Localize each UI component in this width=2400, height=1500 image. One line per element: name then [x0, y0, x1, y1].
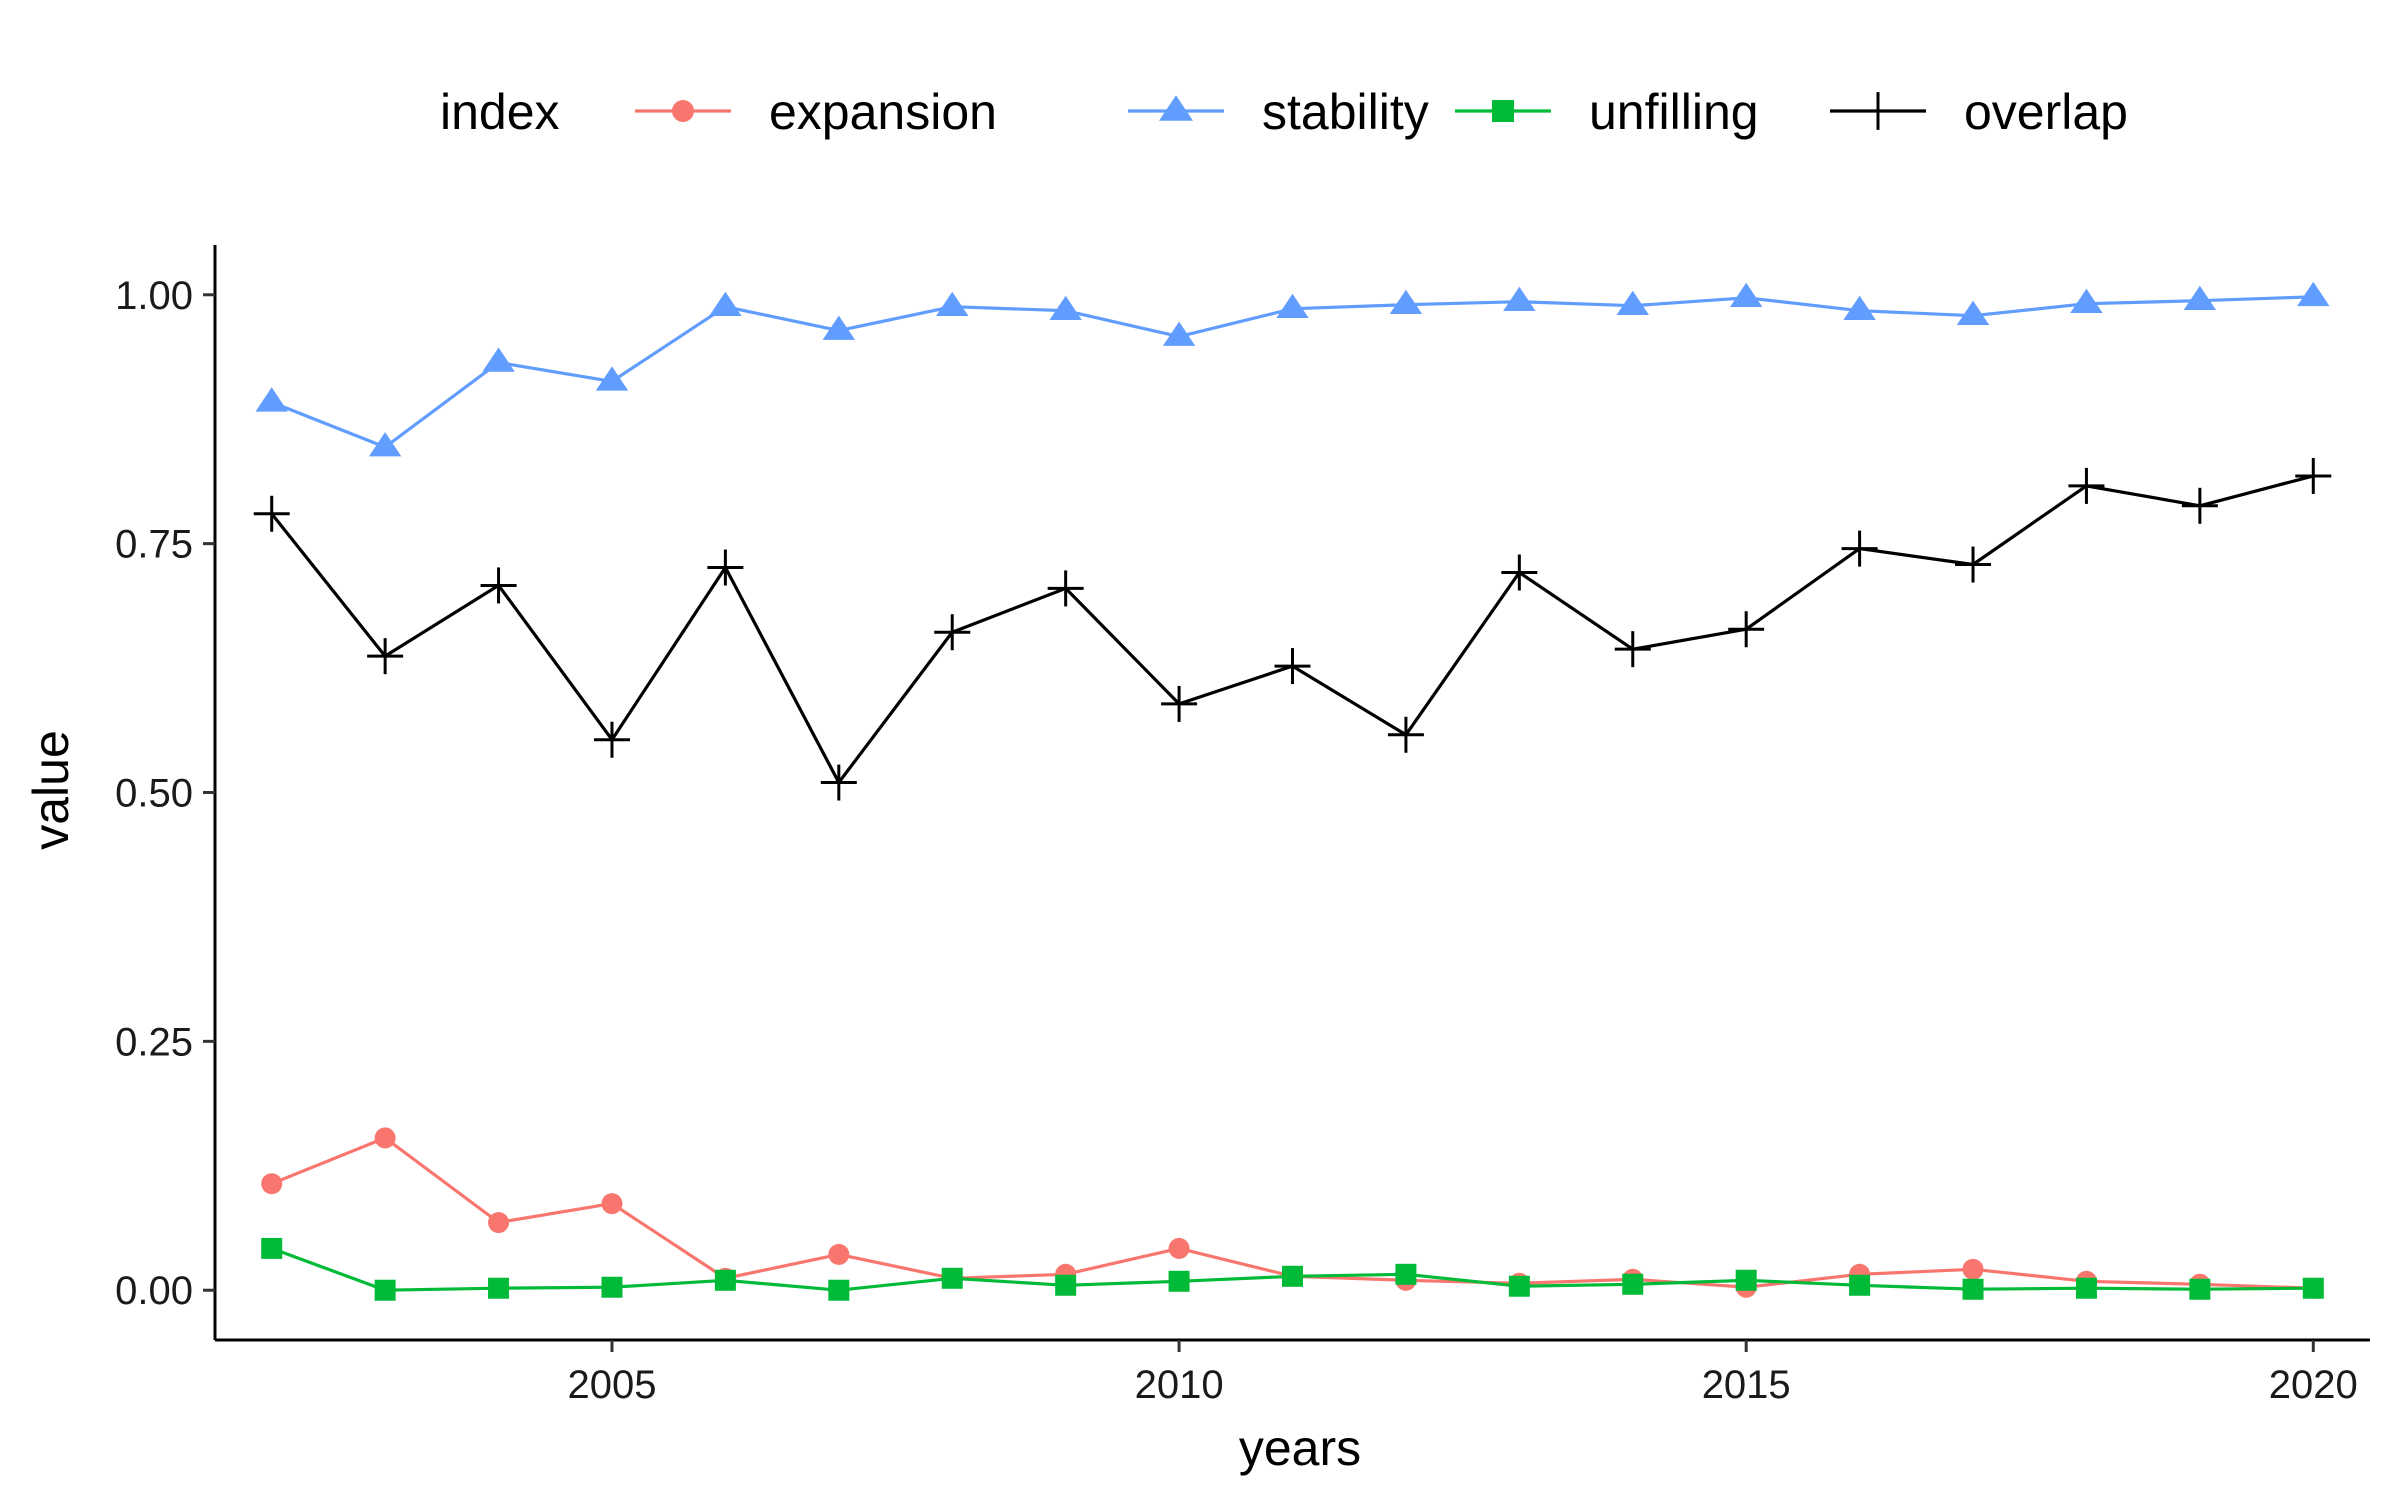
- legend-key-plus-icon: [1859, 92, 1897, 130]
- data-point-unfilling-2008: [941, 1267, 963, 1289]
- data-point-unfilling-2003: [374, 1279, 396, 1301]
- data-point-stability-2003: [368, 432, 402, 457]
- data-point-stability-2013: [1503, 286, 1536, 312]
- data-point-overlap-2018: [2068, 467, 2105, 504]
- data-point-overlap-2016: [1841, 530, 1878, 567]
- data-point-overlap-2004: [480, 567, 517, 604]
- data-point-overlap-2017: [1955, 546, 1992, 583]
- data-point-expansion-2010: [1168, 1237, 1190, 1259]
- data-point-unfilling-2014: [1622, 1273, 1644, 1295]
- data-point-overlap-2010: [1161, 685, 1198, 722]
- legend: index expansion stability unfilling overlap: [440, 84, 2128, 140]
- x-tick-label: 2015: [1702, 1363, 1791, 1407]
- data-point-stability-2009: [1049, 295, 1082, 320]
- legend-label-expansion: expansion: [769, 84, 997, 140]
- legend-key-square-icon: [1491, 99, 1515, 123]
- y-tick-label: 1.00: [115, 274, 193, 318]
- y-tick-label: 0.75: [115, 523, 193, 567]
- data-point-overlap-2005: [593, 721, 630, 758]
- data-point-unfilling-2004: [488, 1277, 510, 1299]
- data-point-overlap-2006: [707, 549, 744, 586]
- y-tick-label: 0.25: [115, 1020, 193, 1064]
- x-axis-title: years: [1239, 1420, 1361, 1476]
- series-line-overlap: [270, 474, 2314, 785]
- data-point-stability-2004: [482, 347, 515, 372]
- data-point-unfilling-2007: [828, 1279, 850, 1301]
- legend-label-stability: stability: [1262, 84, 1429, 140]
- legend-item-stability: stability: [1128, 84, 1429, 140]
- data-point-unfilling-2012: [1395, 1263, 1417, 1285]
- data-point-stability-2002: [255, 387, 288, 412]
- data-point-stability-2012: [1389, 289, 1423, 315]
- data-point-stability-2015: [1729, 282, 1763, 308]
- x-tick-label: 2010: [1135, 1363, 1224, 1407]
- data-point-unfilling-2013: [1508, 1275, 1530, 1297]
- data-point-overlap-2011: [1274, 648, 1311, 685]
- series-line-expansion: [271, 1136, 2314, 1290]
- data-point-unfilling-2015: [1735, 1269, 1757, 1291]
- data-point-overlap-2014: [1614, 631, 1651, 668]
- plot-area: [253, 281, 2332, 1301]
- data-point-stability-2016: [1843, 295, 1876, 320]
- data-point-unfilling-2002: [261, 1237, 283, 1259]
- data-point-unfilling-2006: [714, 1269, 736, 1291]
- data-point-overlap-2008: [934, 614, 971, 651]
- data-point-stability-2006: [709, 291, 742, 317]
- data-point-expansion-2005: [601, 1193, 623, 1215]
- data-point-stability-2020: [2297, 281, 2330, 307]
- series-unfilling: [261, 1237, 2324, 1301]
- data-point-expansion-2002: [261, 1173, 283, 1195]
- data-point-overlap-2009: [1047, 570, 1084, 607]
- data-point-stability-2017: [1956, 300, 1990, 325]
- data-point-unfilling-2017: [1962, 1278, 1984, 1300]
- data-point-overlap-2020: [2295, 457, 2332, 494]
- x-tick-label: 2005: [567, 1363, 656, 1407]
- legend-item-expansion: expansion: [635, 84, 997, 140]
- data-point-stability-2010: [1162, 321, 1196, 346]
- legend-item-overlap: overlap: [1830, 84, 2128, 140]
- y-tick-label: 0.50: [115, 772, 193, 816]
- data-point-stability-2005: [595, 366, 629, 391]
- data-point-stability-2019: [2183, 285, 2217, 311]
- data-point-unfilling-2016: [1849, 1274, 1871, 1296]
- data-point-overlap-2007: [820, 764, 857, 801]
- data-point-unfilling-2018: [2075, 1277, 2097, 1299]
- data-point-unfilling-2020: [2302, 1277, 2324, 1299]
- data-point-overlap-2002: [253, 495, 290, 532]
- legend-label-overlap: overlap: [1964, 84, 2128, 140]
- data-point-unfilling-2009: [1055, 1274, 1077, 1296]
- data-point-stability-2008: [936, 291, 969, 317]
- data-point-unfilling-2010: [1168, 1270, 1190, 1292]
- data-point-overlap-2012: [1387, 716, 1424, 753]
- data-point-overlap-2019: [2181, 487, 2218, 524]
- series-overlap: [253, 457, 2332, 801]
- y-axis-title: value: [23, 730, 79, 850]
- legend-label-unfilling: unfilling: [1589, 84, 1759, 140]
- data-point-unfilling-2011: [1282, 1265, 1303, 1287]
- data-point-unfilling-2005: [601, 1276, 623, 1298]
- data-point-expansion-2017: [1962, 1258, 1984, 1280]
- data-point-overlap-2003: [367, 638, 404, 675]
- series-line-stability: [271, 295, 2314, 449]
- data-point-stability-2007: [822, 315, 856, 340]
- data-point-expansion-2007: [828, 1243, 850, 1265]
- legend-item-unfilling: unfilling: [1455, 84, 1759, 140]
- legend-key-triangle-icon: [1158, 95, 1194, 121]
- data-point-stability-2011: [1276, 293, 1309, 319]
- data-point-expansion-2003: [374, 1127, 396, 1149]
- y-tick-label: 0.00: [115, 1269, 193, 1313]
- data-point-expansion-2004: [488, 1212, 510, 1234]
- legend-key-circle-icon: [671, 99, 695, 123]
- x-tick-label: 2020: [2269, 1363, 2358, 1407]
- legend-title: index: [440, 84, 560, 140]
- data-point-unfilling-2019: [2189, 1278, 2211, 1300]
- data-point-overlap-2013: [1501, 554, 1538, 591]
- data-point-overlap-2015: [1728, 611, 1765, 648]
- data-point-stability-2018: [2070, 288, 2103, 314]
- data-point-stability-2014: [1616, 290, 1649, 316]
- axes: 0.00 0.25 0.50 0.75 1.00 2005 2010 2015 2020: [115, 245, 2370, 1407]
- series-stability: [255, 281, 2330, 457]
